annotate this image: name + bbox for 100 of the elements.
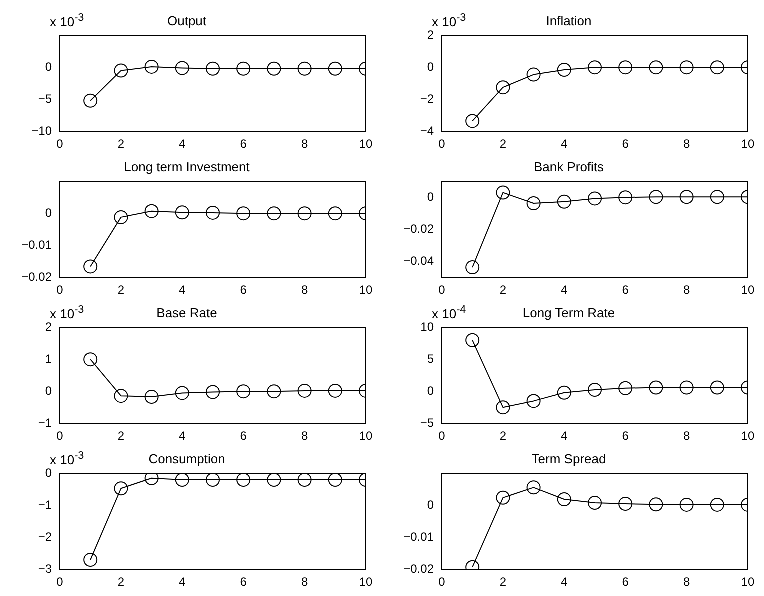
x-tick-label: 2 (118, 137, 125, 152)
point (144, 474, 159, 486)
y-tick-label: 0 (45, 206, 52, 220)
point (144, 204, 159, 218)
chart-title: Base Rate (156, 305, 218, 320)
x-tick-label: 10 (741, 575, 755, 590)
x-tick-label: 8 (683, 137, 690, 152)
x-tick-label: 2 (500, 283, 507, 298)
point (175, 206, 190, 220)
y-tick-label: −10 (32, 124, 52, 138)
point (267, 206, 282, 221)
point (496, 80, 510, 95)
y-tick-label: 2 (427, 28, 434, 42)
point (557, 63, 572, 77)
chart-title: Long term Investment (124, 159, 250, 174)
y-tick-label: −0.02 (404, 562, 434, 576)
y-tick-label: 1 (45, 352, 52, 366)
point (328, 62, 342, 76)
x-tick-label: 4 (179, 575, 186, 590)
x-tick-label: 6 (240, 575, 248, 590)
text: x 10$^{-3}$ (50, 12, 84, 30)
y-tick-label: 10 (420, 320, 434, 334)
point (236, 384, 251, 399)
x-tick-label: 10 (359, 429, 373, 444)
y-tick-label: −0.02 (404, 222, 434, 236)
point (496, 400, 510, 415)
x-tick-label: 2 (118, 429, 125, 444)
x-tick-label: 10 (741, 429, 755, 444)
point (618, 190, 633, 205)
x-tick-label: 8 (301, 137, 308, 152)
point (526, 68, 541, 82)
y-tick-label: 0 (45, 384, 52, 398)
y-tick-label: −0.02 (22, 270, 52, 284)
x-tick-label: 10 (741, 137, 755, 152)
x-tick-label: 10 (359, 575, 373, 590)
point (267, 62, 282, 76)
point (298, 62, 312, 76)
chart-title: Bank Profits (534, 159, 605, 174)
x-tick-label: 4 (561, 137, 568, 152)
y-tick-label: 0 (427, 190, 434, 204)
point (680, 380, 694, 395)
y-tick-label: −0.01 (22, 238, 52, 252)
point (710, 60, 724, 75)
point (557, 386, 572, 400)
x-tick-label: 10 (359, 283, 373, 298)
y-tick-label: −1 (38, 498, 52, 512)
y-tick-label: 0 (45, 60, 52, 74)
point (175, 386, 190, 400)
point (114, 389, 128, 404)
point (236, 474, 251, 487)
point (206, 62, 220, 76)
point (466, 114, 480, 128)
point (710, 498, 724, 512)
x-tick-label: 4 (179, 429, 186, 444)
point (618, 497, 633, 511)
point (649, 190, 664, 204)
point (328, 206, 342, 221)
y-tick-label: −0.01 (404, 530, 434, 544)
point (557, 492, 572, 507)
x-tick-label: 0 (438, 283, 446, 298)
point (84, 553, 98, 567)
point (114, 482, 128, 496)
point (206, 206, 220, 220)
y-tick-label: 0 (45, 466, 52, 480)
y-tick-label: −2 (38, 530, 52, 544)
point (526, 196, 541, 211)
x-tick-label: 2 (500, 575, 507, 590)
point (328, 384, 342, 398)
point (328, 474, 342, 487)
chart-title: Inflation (546, 13, 592, 28)
point (466, 260, 480, 275)
point (710, 380, 724, 395)
x-tick-label: 0 (438, 429, 446, 444)
y-tick-label: 5 (427, 352, 434, 366)
point (114, 210, 128, 224)
point (526, 394, 541, 408)
x-tick-label: 6 (622, 283, 630, 298)
point (175, 474, 190, 487)
point (144, 60, 159, 74)
point (649, 498, 664, 512)
x-tick-label: 6 (622, 429, 630, 444)
point (496, 186, 510, 200)
point (84, 94, 98, 108)
point (236, 62, 251, 76)
point (710, 190, 724, 204)
x-tick-label: 8 (683, 575, 690, 590)
x-tick-label: 2 (500, 429, 507, 444)
point (496, 490, 510, 505)
point (144, 390, 159, 404)
x-tick-label: 6 (240, 283, 248, 298)
point (618, 381, 633, 396)
y-tick-label: −1 (38, 416, 52, 430)
x-tick-label: 6 (622, 575, 630, 590)
y-tick-label: −2 (420, 92, 434, 106)
y-tick-label: −5 (420, 416, 434, 430)
x-tick-label: 4 (561, 575, 568, 590)
y-tick-label: 0 (427, 384, 434, 398)
point (526, 480, 541, 495)
x-tick-label: 4 (179, 283, 186, 298)
point (588, 496, 602, 510)
